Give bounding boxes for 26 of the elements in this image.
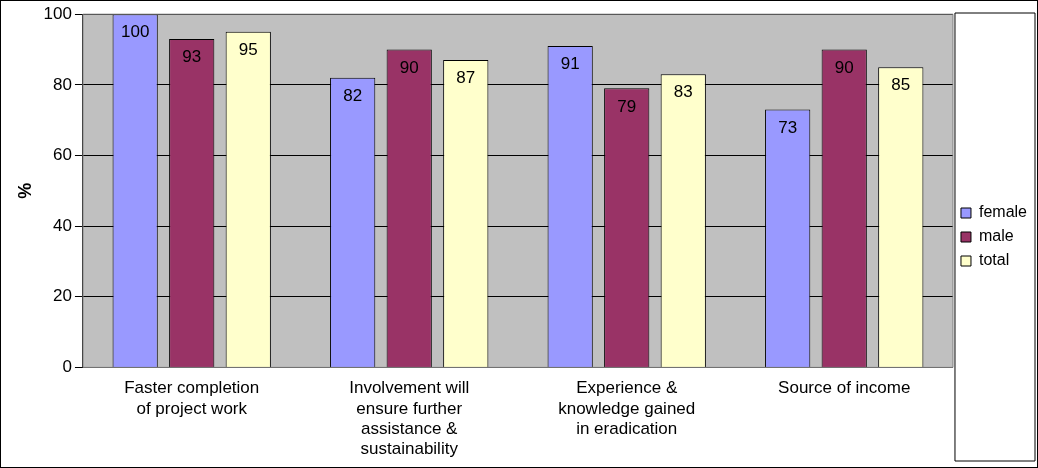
data-label: 87	[456, 68, 476, 88]
y-tick-label: 100	[43, 3, 72, 23]
data-label: 100	[120, 22, 150, 42]
data-label: 82	[343, 85, 363, 105]
data-label: 79	[617, 96, 637, 116]
legend-label: female	[978, 203, 1028, 221]
y-tick-label: 20	[53, 286, 72, 306]
data-label: 90	[834, 57, 854, 77]
data-label: 91	[560, 54, 580, 74]
data-label: 73	[778, 117, 798, 137]
data-label: 93	[182, 47, 202, 67]
y-axis-title: %	[14, 182, 35, 199]
legend-label: male	[978, 227, 1014, 245]
legend-label: total	[978, 251, 1010, 269]
data-label: 95	[238, 40, 258, 60]
x-tick-label: Faster completion of project work	[124, 378, 260, 418]
data-label: 83	[673, 82, 693, 102]
y-tick-label: 80	[53, 74, 72, 94]
y-tick-label: 60	[53, 145, 72, 165]
x-tick-label: Source of income	[778, 378, 911, 398]
x-tick-label: Experience & knowledge gained in eradication	[558, 378, 696, 439]
data-label: 90	[399, 57, 419, 77]
x-tick-label: Involvement will ensure further assistance & sustainability	[349, 378, 470, 459]
data-label: 85	[891, 75, 911, 95]
y-tick-label: 0	[62, 357, 72, 377]
y-tick-label: 40	[53, 215, 72, 235]
